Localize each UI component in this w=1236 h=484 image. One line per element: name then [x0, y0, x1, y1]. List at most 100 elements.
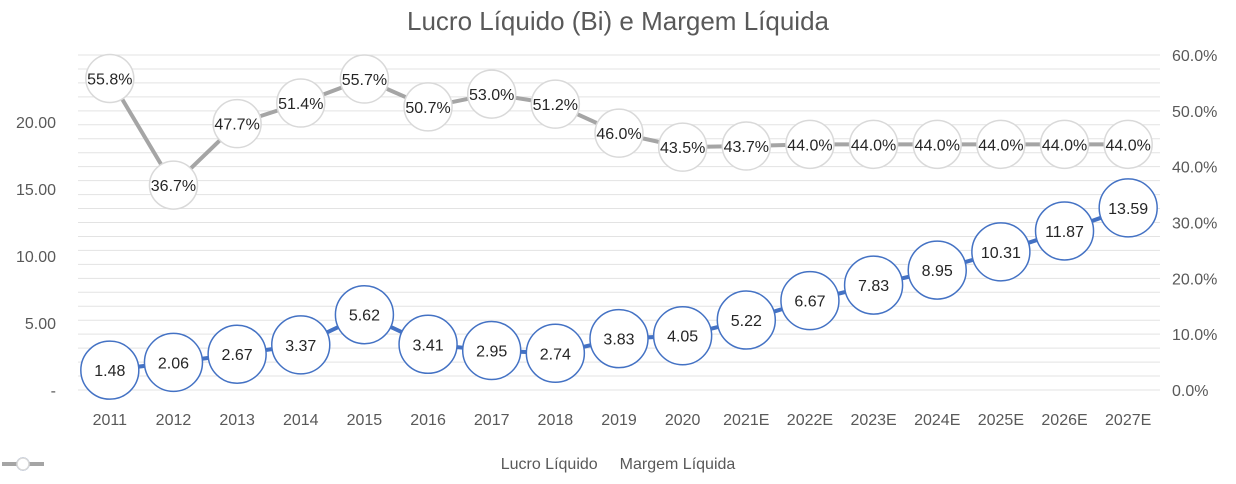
x-tick-label: 2012	[156, 412, 192, 429]
series-margem-data-label: 43.5%	[660, 140, 705, 157]
y-left-tick-label: -	[51, 383, 56, 400]
series-lucro-data-label: 1.48	[94, 363, 125, 380]
series-margem-marker	[785, 119, 835, 170]
series-margem-data-label: 44.0%	[978, 137, 1023, 154]
series-margem-marker	[1039, 119, 1090, 170]
x-tick-label: 2014	[283, 412, 319, 429]
y-left-tick-label: 5.00	[25, 316, 56, 333]
series-margem-marker	[530, 79, 581, 129]
x-tick-label: 2019	[601, 412, 637, 429]
y-right-tick-label: 40.0%	[1172, 160, 1217, 177]
series-margem-data-label: 36.7%	[151, 178, 196, 195]
series-lucro-data-label: 3.41	[412, 337, 443, 354]
series-lucro-marker	[907, 240, 967, 300]
legend-swatch-margem	[2, 457, 44, 471]
series-margem-data-label: 46.0%	[596, 126, 641, 143]
series-margem-data-label: 51.4%	[278, 96, 323, 113]
series-lucro-marker	[971, 222, 1031, 282]
series-margem-marker	[1103, 119, 1153, 170]
x-tick-label: 2025E	[978, 412, 1024, 429]
series-margem-data-label: 44.0%	[915, 137, 960, 154]
series-lucro-marker	[461, 320, 522, 381]
series-lucro-marker	[271, 315, 331, 375]
series-margem-data-label: 47.7%	[214, 117, 259, 134]
legend-label-lucro: Lucro Líquido	[500, 456, 598, 473]
series-lucro-marker	[334, 284, 395, 345]
series-lucro-data-label: 10.31	[981, 245, 1021, 262]
series-lucro-marker	[1098, 178, 1158, 238]
series-lucro-marker	[780, 270, 840, 331]
series-margem-marker	[594, 108, 644, 158]
series-margem-marker	[466, 69, 517, 119]
x-tick-label: 2015	[347, 412, 383, 429]
x-tick-label: 2023E	[850, 412, 896, 429]
x-tick-label: 2018	[538, 412, 574, 429]
x-tick-label: 2017	[474, 412, 510, 429]
series-lucro-data-label: 2.67	[222, 347, 253, 364]
series-margem-marker	[276, 78, 326, 128]
series-lucro-data-label: 3.83	[603, 332, 634, 349]
series-lucro-data-label: 7.83	[858, 278, 889, 295]
series-margem-data-label: 44.0%	[787, 137, 832, 154]
x-tick-label: 2021E	[723, 412, 769, 429]
series-lucro-data-label: 5.22	[731, 313, 762, 330]
series-margem-marker	[912, 119, 962, 170]
y-right-tick-label: 50.0%	[1172, 104, 1217, 121]
x-tick-label: 2022E	[787, 412, 833, 429]
series-margem-data-label: 44.0%	[851, 137, 896, 154]
series-lucro-marker	[589, 308, 649, 369]
series-lucro-data-label: 11.87	[1045, 224, 1084, 241]
x-axis: 2011 2012 2013 2014 2015 2016 2017 2018 2019 2020…	[93, 412, 1152, 429]
series-margem-data-label: 44.0%	[1105, 137, 1150, 154]
series-margem-marker	[657, 122, 708, 172]
series-margem-data-label: 55.8%	[87, 71, 132, 88]
chart-title: Lucro Líquido (Bi) e Margem Líquida	[406, 6, 829, 36]
y-left-tick-label: 10.00	[16, 249, 56, 266]
series-lucro-data-label: 13.59	[1108, 201, 1148, 218]
series-margem-data-label: 50.7%	[405, 100, 450, 117]
series-lucro-marker	[716, 290, 777, 350]
series-lucro-data-label: 5.62	[349, 308, 380, 325]
y-axis-right: 0.0% 10.0% 20.0% 30.0% 40.0% 50.0% 60.0%	[1172, 48, 1217, 400]
series-lucro-marker	[398, 314, 458, 375]
series-lucro-data-label: 6.67	[794, 294, 825, 311]
series-lucro-marker	[143, 332, 204, 393]
x-tick-label: 2016	[410, 412, 446, 429]
series-margem-data-label: 44.0%	[1042, 137, 1087, 154]
y-right-tick-label: 60.0%	[1172, 48, 1217, 65]
legend-item-margem: Margem Líquida	[2, 456, 736, 474]
series-lucro-data-label: 8.95	[922, 263, 953, 280]
series-margem-marker	[148, 160, 199, 210]
series-lucro-data-label: 2.74	[540, 346, 571, 363]
series-lucro-data-label: 2.95	[476, 343, 507, 360]
legend-item-lucro: Lucro Líquido	[2, 456, 598, 474]
series-margem-marker	[721, 121, 772, 171]
series-margem-data-label: 43.7%	[724, 139, 769, 156]
series-margem-marker	[403, 82, 453, 132]
series-lucro-data-label: 4.05	[667, 329, 698, 346]
x-tick-label: 2026E	[1041, 412, 1087, 429]
series-margem-data-label: 51.2%	[533, 97, 578, 114]
y-left-tick-label: 20.00	[16, 115, 56, 132]
series-lucro-marker	[652, 305, 713, 366]
series-lucro-marker	[207, 324, 267, 384]
series-margem-marker	[848, 119, 899, 170]
series-margem-marker	[85, 53, 135, 104]
legend: Lucro Líquido Margem Líquida	[0, 456, 1236, 474]
series-lucro-marker	[525, 323, 586, 384]
y-right-tick-label: 20.0%	[1172, 271, 1217, 288]
series-lucro-marker	[1034, 201, 1095, 261]
series-margem-data-label: 55.7%	[342, 72, 387, 89]
x-tick-label: 2013	[219, 412, 255, 429]
series-margem-line-group: 55.8% 36.7% 47.7% 51.4% 55.7% 50.7% 53.0% 51.2%…	[85, 53, 1153, 210]
y-right-tick-label: 10.0%	[1172, 327, 1217, 344]
series-lucro-marker	[80, 340, 140, 400]
series-lucro-marker	[843, 255, 904, 315]
x-tick-label: 2020	[665, 412, 701, 429]
series-margem-marker	[212, 98, 262, 149]
series-margem-marker	[339, 54, 390, 104]
legend-label-margem: Margem Líquida	[619, 456, 736, 473]
series-margem-data-label: 53.0%	[469, 87, 514, 104]
